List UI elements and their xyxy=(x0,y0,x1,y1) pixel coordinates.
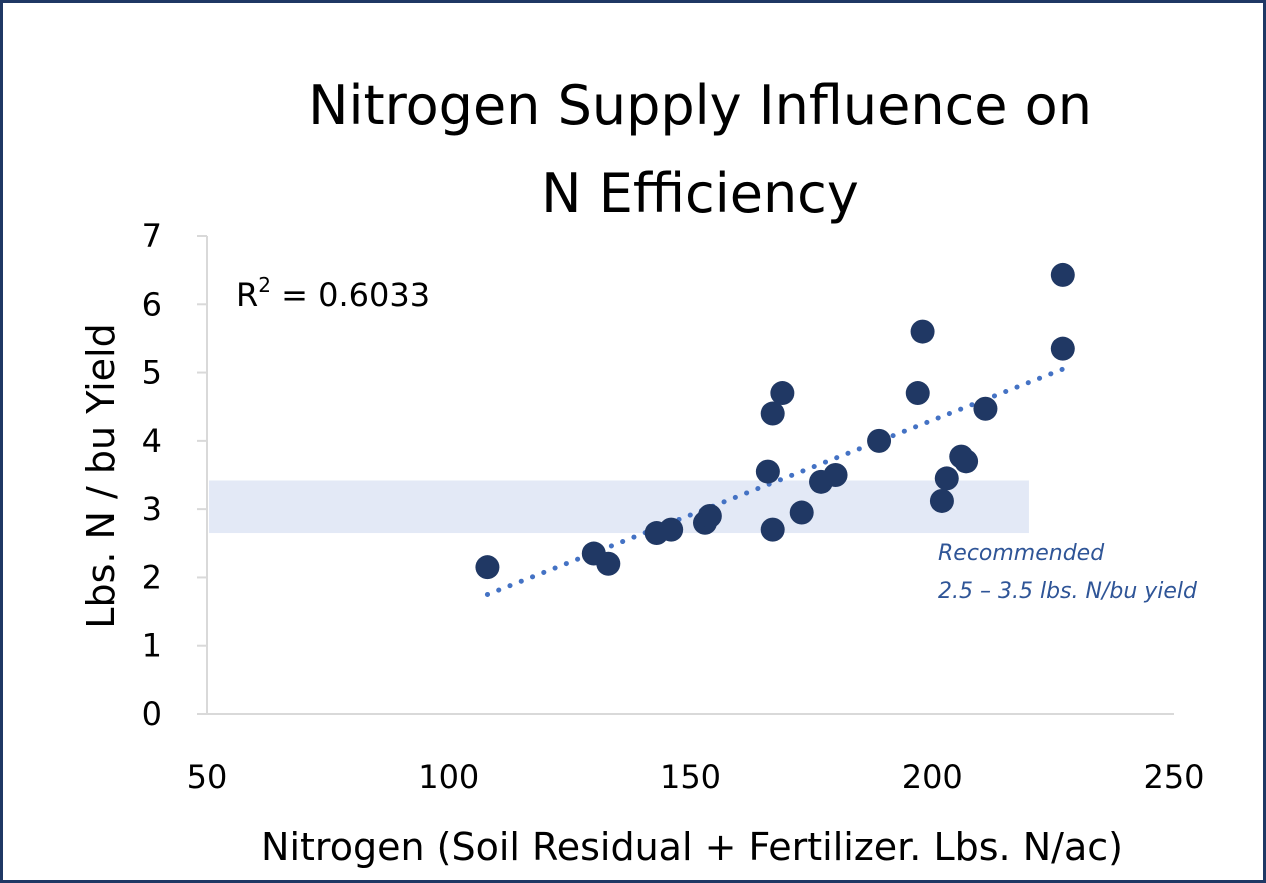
data-point xyxy=(929,488,954,513)
y-tick-label: 3 xyxy=(142,490,162,528)
data-point xyxy=(1050,336,1075,361)
data-point xyxy=(760,517,785,542)
data-point xyxy=(755,459,780,484)
data-point xyxy=(910,319,935,344)
x-tick-label: 200 xyxy=(902,758,963,796)
r-squared-label: R2 = 0.6033 xyxy=(236,273,430,314)
r-squared-superscript: 2 xyxy=(258,273,271,297)
chart-title-line-1: Nitrogen Supply Influence on xyxy=(308,74,1092,137)
data-point xyxy=(954,449,979,474)
data-point xyxy=(789,500,814,525)
data-point xyxy=(823,463,848,487)
x-axis-label: Nitrogen (Soil Residual + Fertilizer. Lb… xyxy=(261,825,1123,869)
x-tick-label: 250 xyxy=(1143,758,1204,796)
y-tick-label: 5 xyxy=(142,354,162,392)
y-tick-label: 6 xyxy=(142,285,162,323)
recommended-annotation-line-1: Recommended xyxy=(938,541,1105,566)
r-squared-base: R xyxy=(236,276,258,314)
y-axis-label: Lbs. N / bu Yield xyxy=(79,323,123,628)
recommended-band xyxy=(209,480,1029,534)
y-tick-label: 4 xyxy=(142,422,162,460)
y-tick-label: 0 xyxy=(142,695,162,733)
data-point xyxy=(475,555,500,580)
data-point xyxy=(770,381,795,406)
y-tick-label: 7 xyxy=(142,217,162,255)
data-point xyxy=(596,551,621,576)
data-point xyxy=(905,381,930,406)
data-point xyxy=(867,428,892,453)
data-point xyxy=(659,517,684,542)
r-squared-value: = 0.6033 xyxy=(271,276,430,314)
data-point xyxy=(1050,262,1075,287)
data-point xyxy=(697,503,722,528)
data-point xyxy=(760,401,785,426)
x-tick-label: 100 xyxy=(418,758,479,796)
y-tick-label: 2 xyxy=(142,558,162,596)
y-tick-label: 1 xyxy=(142,627,162,665)
recommended-annotation-line-2: 2.5 – 3.5 lbs. N/bu yield xyxy=(938,579,1198,604)
x-tick-label: 150 xyxy=(660,758,721,796)
data-point xyxy=(934,466,959,491)
x-tick-label: 50 xyxy=(187,758,228,796)
data-point xyxy=(973,396,998,421)
chart-title-line-2: N Efficiency xyxy=(541,162,859,225)
